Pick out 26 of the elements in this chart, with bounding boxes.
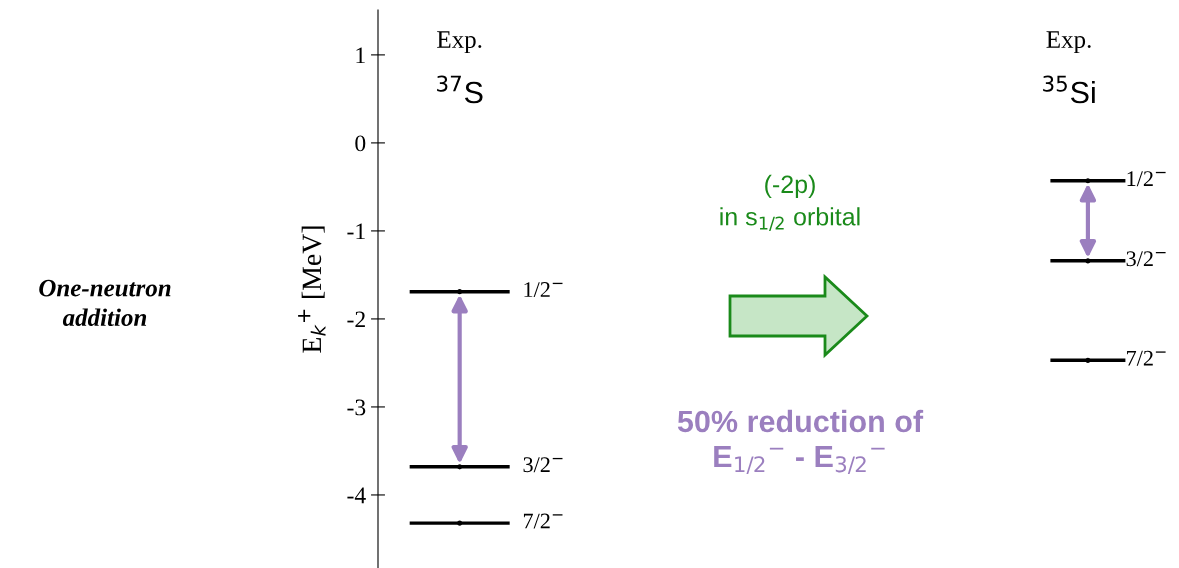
y-tick-label: -4 — [347, 487, 366, 504]
legend-label: 1/2$^{−}$ — [524, 282, 563, 298]
y-tick-label: 0 — [355, 135, 366, 152]
x-tick-label: $^{35}$Si — [1043, 75, 1095, 104]
annotation: (-2p) in s$_{1/2}$ orbital — [720, 174, 860, 232]
annotation: Exp. — [437, 31, 482, 54]
point — [457, 520, 463, 526]
point — [457, 289, 463, 295]
y-tick-label: -3 — [347, 399, 366, 416]
y-tick-label: -2 — [347, 311, 365, 328]
point — [1085, 178, 1091, 184]
legend-label: 3/2$^{−}$ — [523, 457, 563, 473]
y-axis-title: E$_{k}$$^{+}$ [MeV] — [298, 226, 326, 353]
legend-label: 7/2$^{−}$ — [523, 513, 563, 529]
y-tick-label: -1 — [347, 223, 365, 240]
point — [457, 464, 463, 470]
annotation: One-neutron addition — [39, 279, 171, 327]
text: 3/2$^{−}$ — [1126, 251, 1166, 267]
point — [1085, 258, 1091, 264]
annotation: Exp. — [1046, 31, 1091, 54]
annotation: 50% reduction of E$_{1/2}$$^{−}$ - E$_{3/2}$$^{−}$ — [677, 409, 924, 475]
point — [1085, 357, 1091, 363]
y-tick-label: 1 — [356, 47, 365, 64]
text: 7/2$^{−}$ — [1127, 350, 1166, 366]
text: 1/2$^{−}$ — [1127, 171, 1166, 187]
x-tick-label: $^{37}$S — [437, 75, 483, 104]
